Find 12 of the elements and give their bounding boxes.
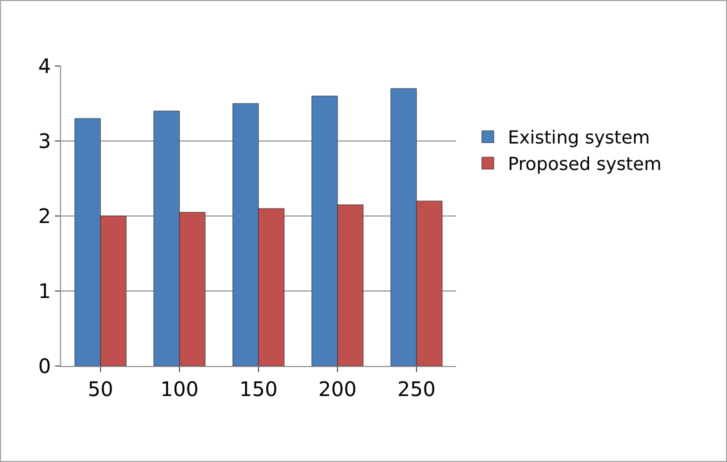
legend-label: Existing system <box>508 128 650 149</box>
y-tick-label: 4 <box>38 54 51 78</box>
x-tick-label: 250 <box>397 377 436 401</box>
y-tick-label: 2 <box>38 204 51 228</box>
y-tick-label: 0 <box>38 354 51 378</box>
y-tick-label: 1 <box>38 279 51 303</box>
x-tick-label: 150 <box>239 377 278 401</box>
x-tick-label: 200 <box>318 377 357 401</box>
legend-label: Proposed system <box>508 154 662 176</box>
x-tick-label: 100 <box>160 377 199 401</box>
x-tick-label: 50 <box>88 377 114 401</box>
y-tick-label: 3 <box>38 129 51 153</box>
